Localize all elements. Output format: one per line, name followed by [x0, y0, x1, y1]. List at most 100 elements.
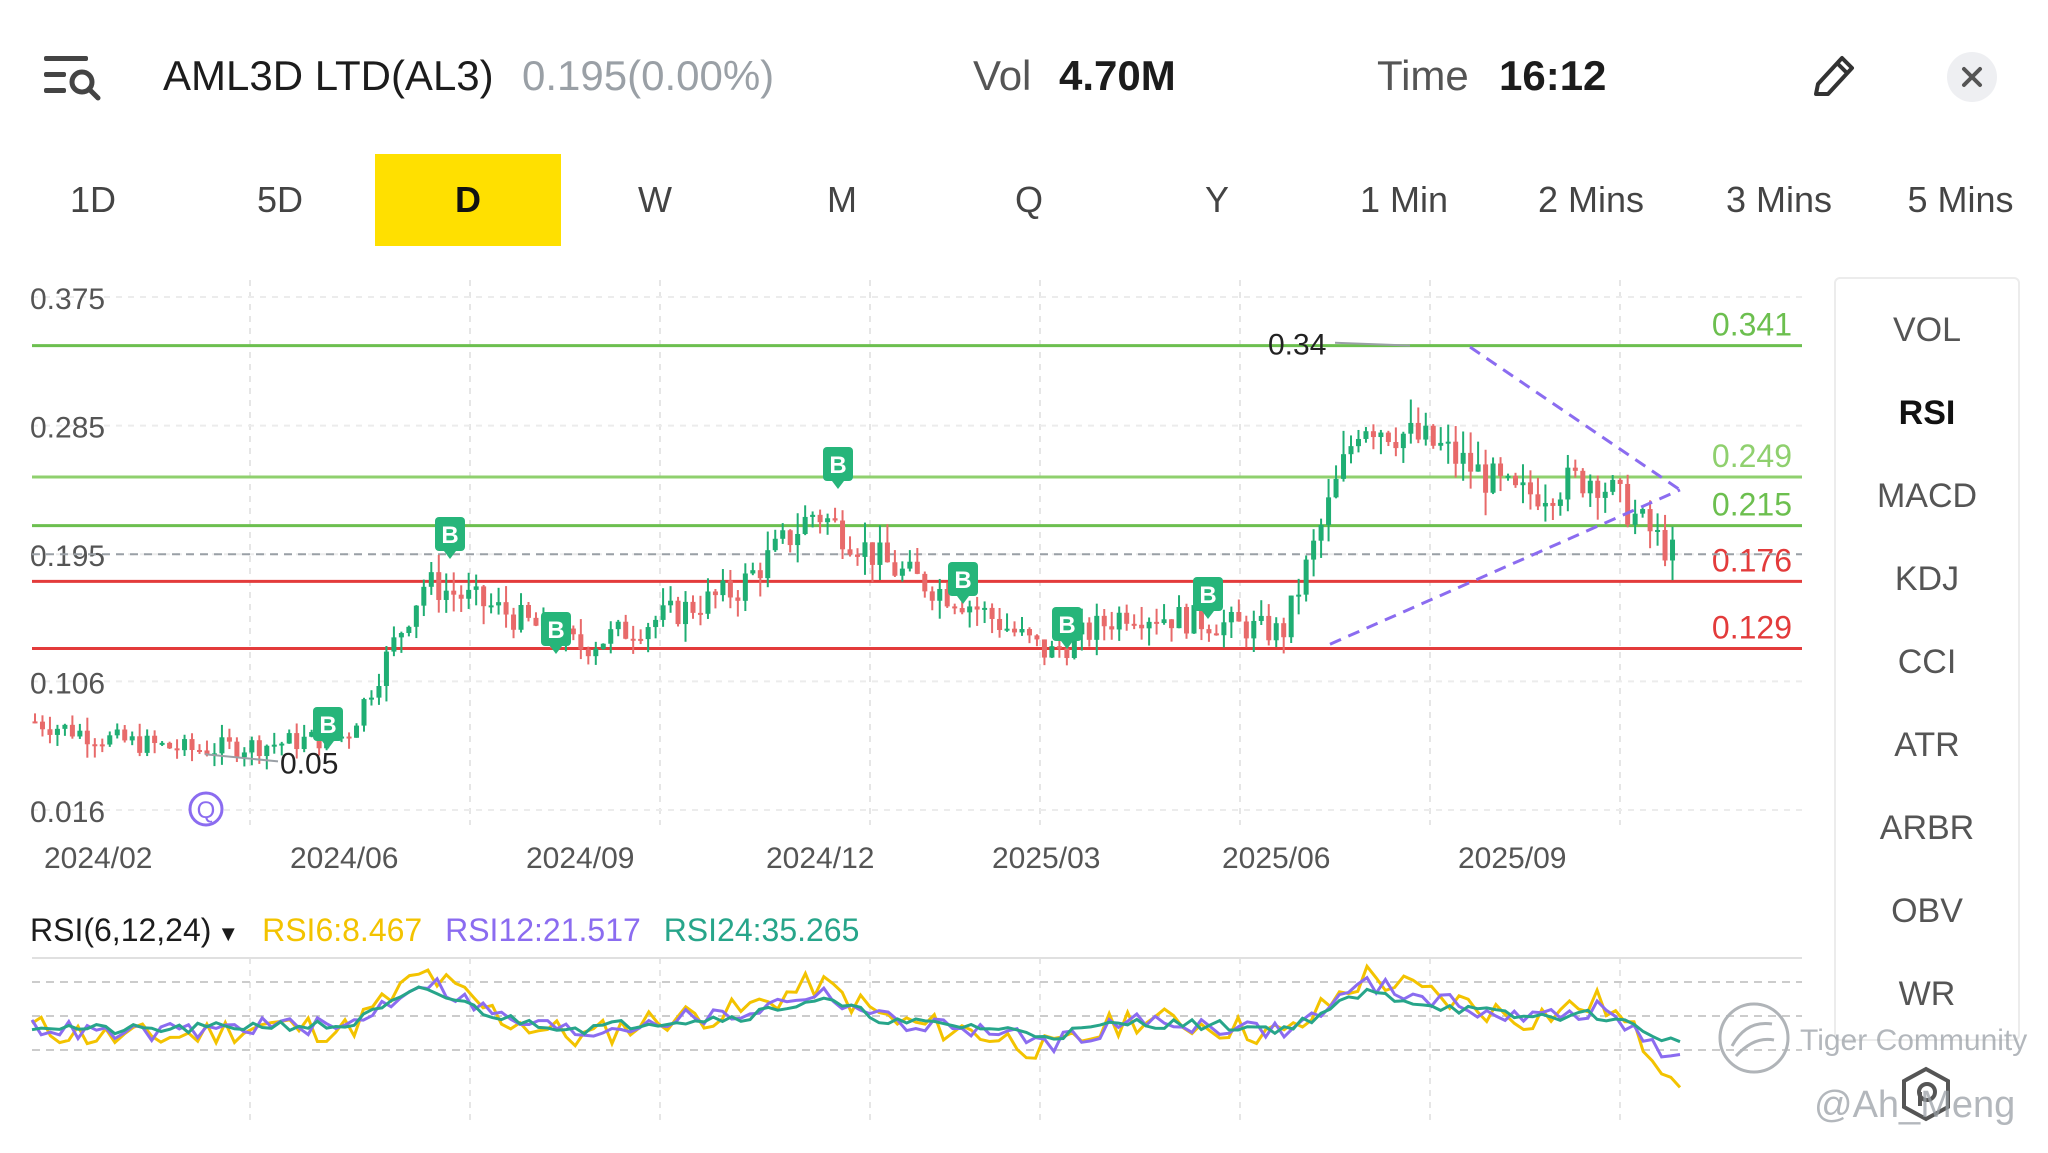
candle-body [421, 586, 427, 606]
price-chart[interactable]: 0.375 0.285 0.195 0.106 0.016 0.341 0.249 0.215… [0, 270, 1820, 1150]
level-label: 0.341 [1712, 307, 1792, 343]
candle-body [1355, 438, 1361, 447]
level-label: 0.249 [1712, 438, 1792, 474]
candle-body [62, 724, 68, 729]
candle-body [1071, 634, 1077, 659]
indicator-kdj[interactable]: KDJ [1894, 560, 1960, 598]
tab-3mins[interactable]: 3 Mins [1725, 179, 1833, 220]
tab-2mins[interactable]: 2 Mins [1537, 179, 1645, 220]
buy-marker[interactable] [435, 517, 465, 551]
buy-marker[interactable] [948, 562, 978, 596]
buy-marker[interactable] [823, 447, 853, 481]
candle-body [167, 742, 173, 749]
candle-body [772, 538, 778, 551]
indicator-wr[interactable]: WR [1898, 975, 1956, 1013]
y-tick-label: 0.285 [30, 412, 105, 445]
indicator-macd[interactable]: MACD [1876, 477, 1978, 515]
x-tick-label: 2024/06 [290, 842, 398, 875]
rsi12-value: RSI12:21.517 [445, 912, 641, 948]
candle-body [638, 638, 644, 641]
candle-body [1124, 612, 1130, 624]
candle-body [1460, 452, 1466, 464]
candle-body [1542, 502, 1548, 507]
candle-body [989, 607, 995, 619]
candle-body [967, 606, 973, 613]
indicator-atr[interactable]: ATR [1894, 726, 1960, 764]
candle-body [914, 561, 920, 574]
candle-body [279, 743, 285, 746]
candle-body [503, 602, 509, 615]
candle-body [802, 516, 808, 534]
y-tick-label: 0.195 [30, 540, 105, 573]
indicator-rsi[interactable]: RSI [1898, 394, 1956, 432]
tab-monthly[interactable]: M [827, 179, 857, 220]
tab-5d[interactable]: 5D [256, 179, 304, 220]
candle-body [825, 518, 831, 523]
candle-body [443, 590, 449, 600]
buy-marker[interactable] [313, 707, 343, 741]
stock-title[interactable]: AML3D LTD(AL3) [163, 52, 494, 99]
buy-marker[interactable] [1052, 607, 1082, 641]
candle-body [645, 627, 651, 640]
buy-marker[interactable] [1193, 577, 1223, 611]
tab-5mins[interactable]: 5 Mins [1907, 179, 2014, 220]
candle-body [1640, 509, 1646, 514]
x-tick-label: 2024/12 [766, 842, 874, 875]
candle-body [1236, 611, 1242, 622]
time-value: 16:12 [1499, 52, 1607, 99]
candle-body [1662, 529, 1668, 561]
close-button[interactable] [1947, 52, 1997, 102]
pencil-icon[interactable] [1808, 50, 1858, 104]
candle-body [361, 699, 367, 726]
indicator-cci[interactable]: CCI [1897, 643, 1957, 681]
candle-body [54, 728, 60, 735]
candle-body [264, 745, 270, 757]
candle-body [1296, 594, 1302, 597]
candle-body [1490, 463, 1496, 493]
chart-area[interactable]: 0.375 0.285 0.195 0.106 0.016 0.341 0.249 0.215… [0, 270, 1820, 1150]
rsi-name[interactable]: RSI(6,12,24) [30, 912, 212, 948]
candle-body [1281, 623, 1287, 638]
indicator-vol[interactable]: VOL [1892, 311, 1962, 349]
annotation-leader [204, 753, 279, 763]
indicator-arbr[interactable]: ARBR [1879, 809, 1975, 847]
tab-quarterly[interactable]: Q [1014, 179, 1043, 220]
candle-body [428, 572, 434, 587]
period-tabs: 1D 5D D W M Q Y 1 Min 2 Mins 3 Mins 5 Mi… [0, 154, 2048, 246]
candle-body [249, 740, 255, 753]
candle-body [197, 749, 202, 752]
header-bar: AML3D LTD(AL3) 0.195(0.00%) Vol 4.70M Ti… [0, 0, 2048, 150]
candle-body [1333, 478, 1339, 498]
candle-body [653, 619, 659, 628]
event-marker[interactable] [188, 791, 224, 827]
menu-search-icon[interactable] [42, 52, 102, 104]
candle-body [1535, 494, 1541, 507]
candle-body [712, 591, 718, 596]
candle-body [944, 589, 950, 607]
buy-marker-tail [322, 741, 334, 749]
buy-marker-label: B [829, 452, 846, 479]
candle-body [1378, 432, 1384, 438]
candle-body [1056, 646, 1062, 649]
candle-body [271, 744, 277, 747]
tab-1min[interactable]: 1 Min [1359, 179, 1449, 220]
tab-daily[interactable]: D [375, 154, 561, 246]
candle-body [309, 732, 315, 737]
candle-body [959, 608, 965, 613]
tab-yearly[interactable]: Y [1204, 179, 1229, 220]
candle-body [1647, 509, 1653, 532]
tab-1d[interactable]: 1D [69, 179, 117, 220]
indicator-obv[interactable]: OBV [1891, 892, 1963, 930]
candle-body [301, 736, 307, 750]
caret-down-icon[interactable]: ▼ [217, 921, 240, 946]
candle-body [974, 606, 980, 610]
tab-weekly[interactable]: W [638, 179, 672, 220]
buy-marker[interactable] [541, 612, 571, 646]
y-tick-label: 0.106 [30, 667, 105, 700]
candle-body [518, 605, 524, 630]
candle-body [496, 602, 502, 606]
candle-body [1034, 635, 1040, 640]
candle-body [1393, 442, 1399, 449]
candle-body [99, 744, 105, 747]
candle-body [810, 514, 816, 517]
